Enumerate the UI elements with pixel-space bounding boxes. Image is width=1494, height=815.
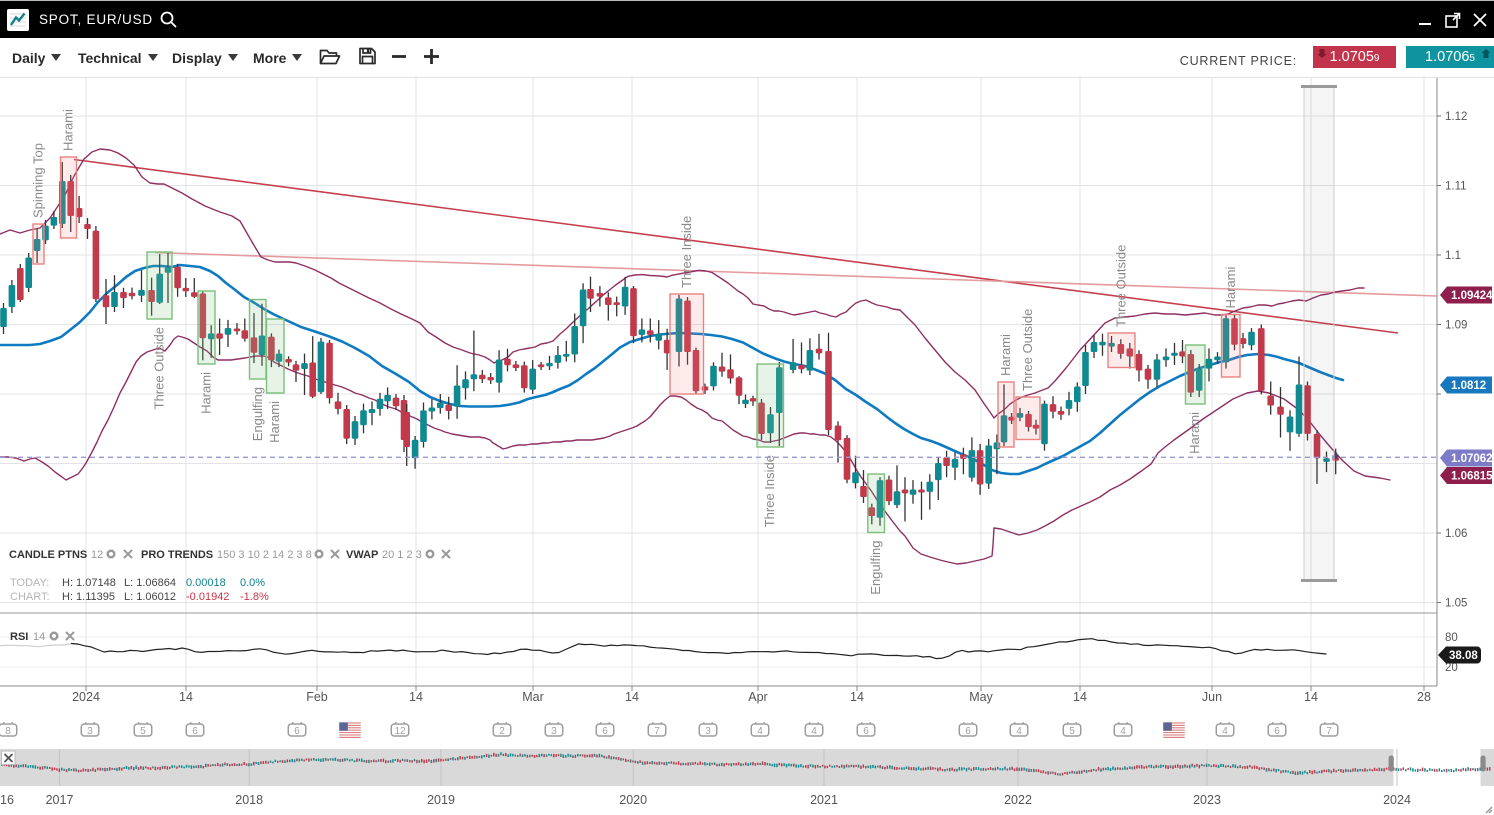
- svg-text:7: 7: [1326, 726, 1332, 737]
- svg-text:H: 1.11395: H: 1.11395: [62, 591, 115, 603]
- svg-text:3: 3: [87, 726, 93, 737]
- svg-text:H: 1.07148: H: 1.07148: [62, 577, 116, 589]
- svg-text:4: 4: [1120, 726, 1126, 737]
- svg-text:12: 12: [91, 549, 103, 561]
- svg-text:1.06815: 1.06815: [1451, 471, 1493, 483]
- svg-text:14: 14: [33, 631, 45, 643]
- svg-text:1.09: 1.09: [1445, 320, 1467, 332]
- svg-text:2024: 2024: [72, 690, 100, 704]
- svg-text:2023: 2023: [1193, 793, 1221, 807]
- svg-text:6: 6: [965, 726, 971, 737]
- svg-text:6: 6: [1274, 726, 1280, 737]
- svg-text:8: 8: [5, 726, 11, 737]
- svg-text:Three Outside: Three Outside: [152, 327, 167, 409]
- svg-text:1.05: 1.05: [1445, 598, 1467, 610]
- svg-text:Engulfing: Engulfing: [250, 387, 265, 441]
- svg-text:2024: 2024: [1383, 793, 1411, 807]
- svg-text:1.07062: 1.07062: [1451, 453, 1493, 465]
- svg-text:14: 14: [1073, 690, 1087, 704]
- svg-text:6: 6: [863, 726, 869, 737]
- svg-text:14: 14: [625, 690, 639, 704]
- svg-text:1.09424: 1.09424: [1451, 290, 1493, 302]
- svg-text:Spinning Top: Spinning Top: [31, 143, 46, 218]
- svg-text:Feb: Feb: [306, 690, 328, 704]
- svg-text:Jun: Jun: [1202, 690, 1222, 704]
- svg-text:-0.01942: -0.01942: [186, 591, 229, 603]
- svg-text:2017: 2017: [46, 793, 74, 807]
- svg-text:14: 14: [850, 690, 864, 704]
- svg-text:3: 3: [705, 726, 711, 737]
- svg-text:L: 1.06864: L: 1.06864: [124, 577, 176, 589]
- svg-text:4: 4: [757, 726, 763, 737]
- svg-text:Harami: Harami: [199, 372, 214, 414]
- svg-text:PRO TRENDS: PRO TRENDS: [141, 549, 213, 561]
- svg-text:5: 5: [140, 726, 146, 737]
- svg-text:3: 3: [551, 726, 557, 737]
- svg-text:Harami: Harami: [61, 109, 76, 151]
- svg-text:Apr: Apr: [748, 690, 767, 704]
- svg-text:2022: 2022: [1004, 793, 1032, 807]
- svg-text:7: 7: [654, 726, 660, 737]
- svg-text:80: 80: [1445, 632, 1458, 644]
- svg-text:38.08: 38.08: [1449, 650, 1478, 662]
- svg-text:CHART:: CHART:: [10, 591, 50, 603]
- svg-text:5: 5: [1069, 726, 1075, 737]
- svg-text:RSI: RSI: [10, 631, 28, 643]
- svg-text:1.0812: 1.0812: [1451, 380, 1486, 392]
- svg-text:1.06: 1.06: [1445, 528, 1467, 540]
- svg-text:2020: 2020: [619, 793, 647, 807]
- svg-text:6: 6: [192, 726, 198, 737]
- svg-text:TODAY:: TODAY:: [10, 577, 49, 589]
- svg-text:12: 12: [394, 726, 406, 737]
- svg-text:14: 14: [1304, 690, 1318, 704]
- svg-text:20: 20: [1445, 662, 1458, 674]
- svg-text:Three Inside: Three Inside: [679, 216, 694, 288]
- svg-text:Mar: Mar: [522, 690, 544, 704]
- svg-text:16: 16: [0, 793, 14, 807]
- svg-text:Harami: Harami: [267, 401, 282, 443]
- svg-text:1.1: 1.1: [1445, 250, 1461, 262]
- svg-text:2019: 2019: [427, 793, 455, 807]
- svg-text:4: 4: [1016, 726, 1022, 737]
- svg-text:Engulfing: Engulfing: [868, 541, 883, 595]
- svg-text:CANDLE PTNS: CANDLE PTNS: [9, 549, 87, 561]
- svg-text:20 1 2 3: 20 1 2 3: [382, 549, 422, 561]
- svg-text:2018: 2018: [235, 793, 263, 807]
- svg-text:2021: 2021: [810, 793, 838, 807]
- svg-text:Three Inside: Three Inside: [762, 455, 777, 527]
- svg-text:0.00018: 0.00018: [186, 577, 226, 589]
- svg-text:4: 4: [811, 726, 817, 737]
- svg-text:VWAP: VWAP: [346, 549, 378, 561]
- svg-text:1.11: 1.11: [1445, 181, 1467, 193]
- svg-text:0.0%: 0.0%: [240, 577, 265, 589]
- svg-text:14: 14: [179, 690, 193, 704]
- svg-text:-1.8%: -1.8%: [240, 591, 269, 603]
- svg-text:6: 6: [294, 726, 300, 737]
- svg-text:L: 1.06012: L: 1.06012: [124, 591, 176, 603]
- svg-text:Harami: Harami: [998, 334, 1013, 376]
- svg-text:May: May: [969, 690, 993, 704]
- svg-text:14: 14: [409, 690, 423, 704]
- svg-text:Three Outside: Three Outside: [1114, 245, 1129, 327]
- svg-text:1.12: 1.12: [1445, 111, 1467, 123]
- svg-text:Harami: Harami: [1187, 412, 1202, 454]
- svg-text:6: 6: [602, 726, 608, 737]
- svg-text:4: 4: [1222, 726, 1228, 737]
- svg-text:150 3 10 2 14 2 3 8: 150 3 10 2 14 2 3 8: [217, 549, 312, 561]
- svg-text:Three Outside: Three Outside: [1020, 309, 1035, 391]
- svg-text:28: 28: [1417, 690, 1431, 704]
- svg-text:Harami: Harami: [1223, 266, 1238, 308]
- svg-text:2: 2: [499, 726, 505, 737]
